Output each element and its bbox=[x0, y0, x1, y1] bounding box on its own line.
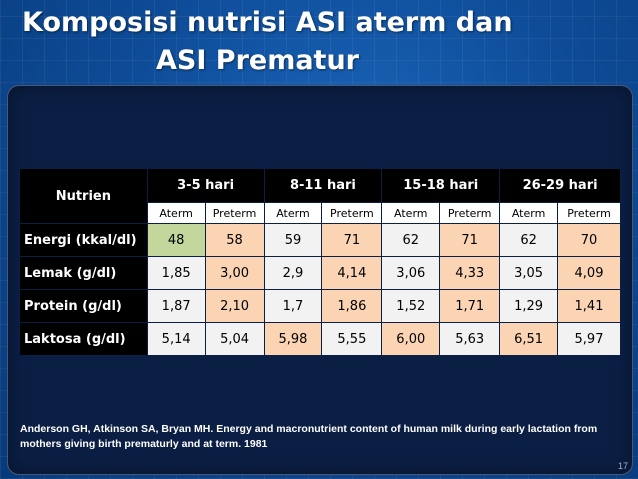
slide-title: Komposisi nutrisi ASI aterm dan ASI Prem… bbox=[0, 4, 638, 80]
table-cell: 5,63 bbox=[439, 322, 501, 356]
title-line-2: ASI Prematur bbox=[156, 45, 360, 76]
table-cell: 1,52 bbox=[381, 289, 441, 323]
table-cell: 62 bbox=[381, 223, 441, 257]
table-cell: 5,98 bbox=[263, 322, 323, 356]
table-cell: 6,51 bbox=[499, 322, 559, 356]
table-cell: 1,86 bbox=[321, 289, 383, 323]
table-cell: 6,00 bbox=[381, 322, 441, 356]
table-row: Laktosa (g/dl) 5,14 5,04 5,98 5,55 6,00 5,63 6,… bbox=[19, 322, 621, 356]
reference-citation: Anderson GH, Atkinson SA, Bryan MH. Ener… bbox=[20, 423, 598, 450]
header-period: 26-29 hari bbox=[499, 168, 621, 203]
table-row: Lemak (g/dl) 1,85 3,00 2,9 4,14 3,06 4,33 3,05 4… bbox=[19, 256, 621, 290]
nutrition-table: Nutrien 3-5 hari 8-11 hari 15-18 hari 26… bbox=[19, 168, 621, 356]
row-label: Energi (kkal/dl) bbox=[19, 223, 148, 257]
subheader-preterm: Preterm bbox=[439, 202, 501, 224]
subheader-preterm: Preterm bbox=[204, 202, 265, 224]
table-cell: 5,04 bbox=[204, 322, 265, 356]
table-cell: 71 bbox=[439, 223, 501, 257]
table-cell: 5,55 bbox=[321, 322, 383, 356]
subheader-aterm: Aterm bbox=[499, 202, 559, 224]
table-cell: 59 bbox=[263, 223, 323, 257]
header-nutrien: Nutrien bbox=[19, 168, 148, 224]
table-cell: 5,97 bbox=[557, 322, 621, 356]
header-period: 8-11 hari bbox=[263, 168, 383, 203]
title-line-1: Komposisi nutrisi ASI aterm dan bbox=[22, 7, 513, 38]
header-period: 15-18 hari bbox=[381, 168, 501, 203]
table-cell: 71 bbox=[321, 223, 383, 257]
table-row: Energi (kkal/dl) 48 58 59 71 62 71 62 70 bbox=[19, 223, 621, 257]
table-cell: 5,14 bbox=[146, 322, 206, 356]
table-cell: 58 bbox=[204, 223, 265, 257]
subheader-preterm: Preterm bbox=[557, 202, 621, 224]
table-cell: 2,10 bbox=[204, 289, 265, 323]
table-cell: 1,71 bbox=[439, 289, 501, 323]
table-cell: 1,29 bbox=[499, 289, 559, 323]
table-cell: 4,33 bbox=[439, 256, 501, 290]
table-cell: 62 bbox=[499, 223, 559, 257]
subheader-aterm: Aterm bbox=[146, 202, 206, 224]
table-cell: 48 bbox=[146, 223, 206, 257]
table-cell: 3,06 bbox=[381, 256, 441, 290]
page-number: 17 bbox=[617, 461, 628, 471]
subheader-preterm: Preterm bbox=[321, 202, 383, 224]
table-cell: 70 bbox=[557, 223, 621, 257]
row-label: Lemak (g/dl) bbox=[19, 256, 148, 290]
table-cell: 1,87 bbox=[146, 289, 206, 323]
table-row: Protein (g/dl) 1,87 2,10 1,7 1,86 1,52 1,71 1,2… bbox=[19, 289, 621, 323]
table-cell: 3,00 bbox=[204, 256, 265, 290]
table-cell: 1,85 bbox=[146, 256, 206, 290]
row-label: Laktosa (g/dl) bbox=[19, 322, 148, 356]
subheader-aterm: Aterm bbox=[381, 202, 441, 224]
table-cell: 1,7 bbox=[263, 289, 323, 323]
table-cell: 4,09 bbox=[557, 256, 621, 290]
table-cell: 1,41 bbox=[557, 289, 621, 323]
table-cell: 2,9 bbox=[263, 256, 323, 290]
header-period: 3-5 hari bbox=[146, 168, 265, 203]
row-label: Protein (g/dl) bbox=[19, 289, 148, 323]
subheader-aterm: Aterm bbox=[263, 202, 323, 224]
table-cell: 3,05 bbox=[499, 256, 559, 290]
table-cell: 4,14 bbox=[321, 256, 383, 290]
